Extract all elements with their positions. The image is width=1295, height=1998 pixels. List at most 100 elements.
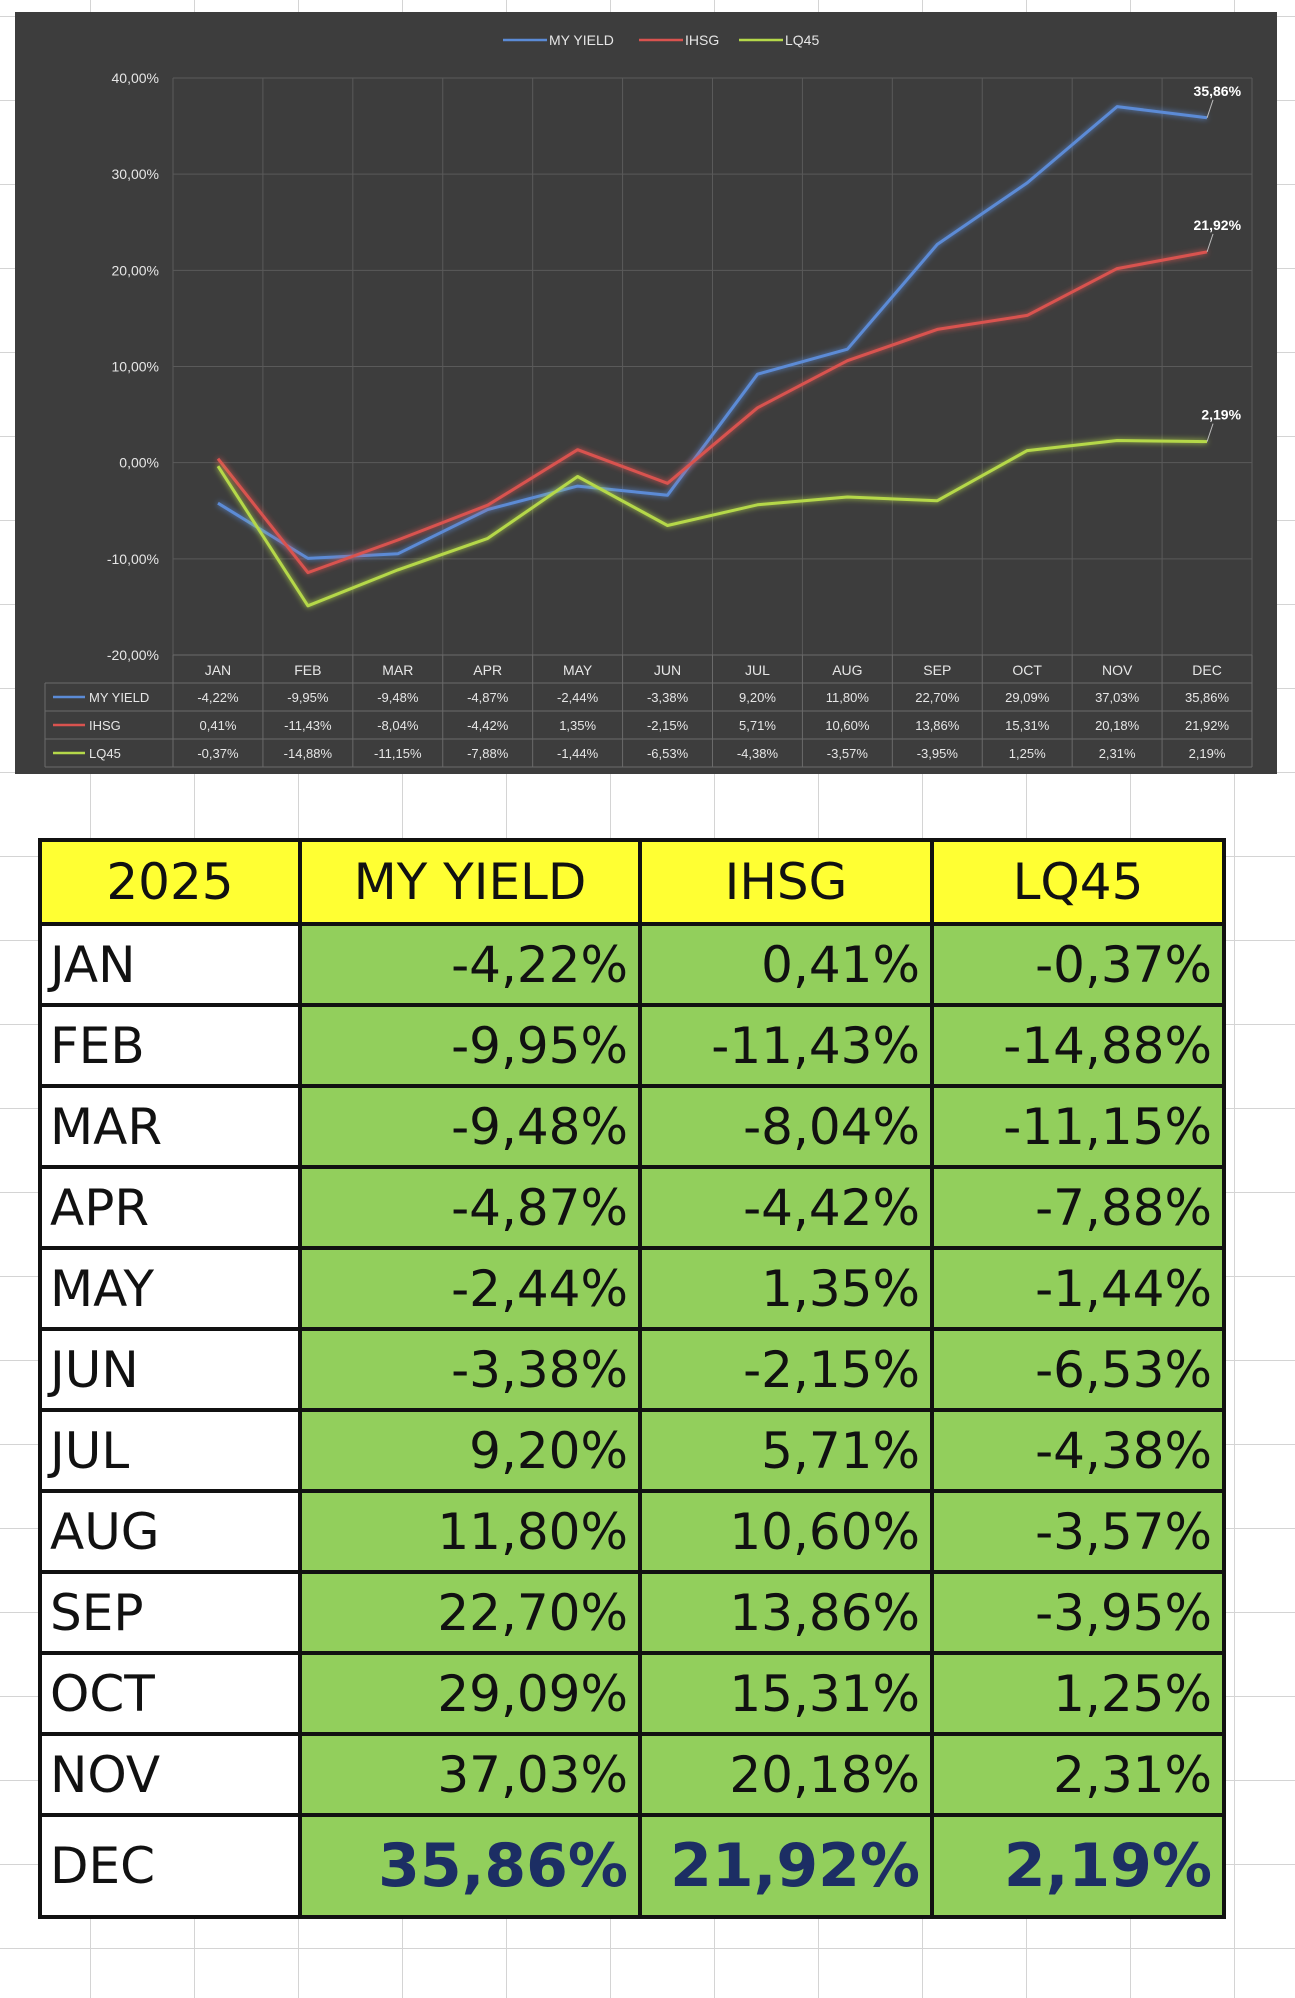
lq45-cell: -1,44% xyxy=(930,1246,1226,1331)
data-table-value: -1,44% xyxy=(557,746,599,761)
lq45-cell: 2,19% xyxy=(930,1813,1226,1919)
y-tick-label: 0,00% xyxy=(119,455,159,471)
table-row: OCT 29,09% 15,31% 1,25% xyxy=(38,1651,1226,1736)
my-yield-cell: 22,70% xyxy=(298,1570,642,1655)
data-table-value: 35,86% xyxy=(1185,690,1230,705)
data-table-value: 10,60% xyxy=(825,718,870,733)
lq45-cell: -14,88% xyxy=(930,1003,1226,1088)
my-yield-cell: -3,38% xyxy=(298,1327,642,1412)
x-tick-label: FEB xyxy=(294,662,321,678)
data-table-value: 20,18% xyxy=(1095,718,1140,733)
my-yield-cell: 35,86% xyxy=(298,1813,642,1919)
x-tick-label: MAY xyxy=(563,662,593,678)
end-data-label: 35,86% xyxy=(1194,83,1242,99)
data-table-value: 29,09% xyxy=(1005,690,1050,705)
my-yield-cell: 11,80% xyxy=(298,1489,642,1574)
y-tick-label: 20,00% xyxy=(112,262,159,278)
data-table-value: 1,35% xyxy=(559,718,596,733)
table-row: AUG 11,80% 10,60% -3,57% xyxy=(38,1489,1226,1574)
end-label-leader xyxy=(1206,99,1214,118)
data-table-value: -11,15% xyxy=(374,746,422,761)
ihsg-cell: 1,35% xyxy=(638,1246,934,1331)
end-label-leader xyxy=(1206,233,1214,253)
x-tick-label: JUL xyxy=(745,662,770,678)
ihsg-cell: -4,42% xyxy=(638,1165,934,1250)
table-row: SEP 22,70% 13,86% -3,95% xyxy=(38,1570,1226,1655)
table-row: FEB -9,95% -11,43% -14,88% xyxy=(38,1003,1226,1088)
data-table-value: 22,70% xyxy=(915,690,960,705)
yield-table-container: 2025 MY YIELD IHSG LQ45 JAN -4,22% 0,41% -0… xyxy=(38,838,1226,1919)
table-row: JUN -3,38% -2,15% -6,53% xyxy=(38,1327,1226,1412)
lq45-cell: -7,88% xyxy=(930,1165,1226,1250)
chart-canvas: 40,00% 30,00% 20,00% 10,00% 0,00% -10,00% -20,… xyxy=(44,32,1253,768)
data-table-value: 37,03% xyxy=(1095,690,1140,705)
lq45-cell: -6,53% xyxy=(930,1327,1226,1412)
x-tick-label: DEC xyxy=(1192,662,1222,678)
ihsg-cell: 21,92% xyxy=(638,1813,934,1919)
end-data-label: 21,92% xyxy=(1194,217,1242,233)
data-table-value: -2,15% xyxy=(647,718,689,733)
month-cell: DEC xyxy=(38,1813,302,1919)
ihsg-cell: 0,41% xyxy=(638,922,934,1007)
data-table-value: 0,41% xyxy=(200,718,237,733)
data-table-value: -3,95% xyxy=(917,746,959,761)
data-table-value: 5,71% xyxy=(739,718,776,733)
yield-table: 2025 MY YIELD IHSG LQ45 JAN -4,22% 0,41% -0… xyxy=(38,838,1226,1919)
data-table-value: 11,80% xyxy=(826,690,870,705)
data-table-series-name: LQ45 xyxy=(89,746,121,761)
y-tick-label: -10,00% xyxy=(107,551,159,567)
table-row: DEC 35,86% 21,92% 2,19% xyxy=(38,1813,1226,1919)
y-tick-label: 40,00% xyxy=(112,70,159,86)
table-row: NOV 37,03% 20,18% 2,31% xyxy=(38,1732,1226,1817)
ihsg-cell: -8,04% xyxy=(638,1084,934,1169)
data-table-value: -8,04% xyxy=(377,718,419,733)
data-table-value: -6,53% xyxy=(647,746,689,761)
x-tick-label: JUN xyxy=(654,662,681,678)
data-table-value: 2,19% xyxy=(1189,746,1226,761)
end-data-label: 2,19% xyxy=(1201,407,1241,423)
data-table-value: 21,92% xyxy=(1185,718,1230,733)
legend-label: MY YIELD xyxy=(549,32,614,48)
x-tick-label: AUG xyxy=(832,662,862,678)
x-tick-label: MAR xyxy=(382,662,413,678)
month-cell: SEP xyxy=(38,1570,302,1655)
my-yield-cell: -4,87% xyxy=(298,1165,642,1250)
ihsg-cell: 13,86% xyxy=(638,1570,934,1655)
x-tick-label: NOV xyxy=(1102,662,1133,678)
table-header-row: 2025 MY YIELD IHSG LQ45 xyxy=(38,838,1226,926)
lq45-cell: -0,37% xyxy=(930,922,1226,1007)
ihsg-cell: -11,43% xyxy=(638,1003,934,1088)
lq45-cell: -4,38% xyxy=(930,1408,1226,1493)
lq45-cell: -11,15% xyxy=(930,1084,1226,1169)
my-yield-cell: -4,22% xyxy=(298,922,642,1007)
month-cell: JUL xyxy=(38,1408,302,1493)
y-tick-label: 30,00% xyxy=(112,166,159,182)
my-yield-cell: -2,44% xyxy=(298,1246,642,1331)
y-tick-label: 10,00% xyxy=(112,359,159,375)
data-table-value: -4,87% xyxy=(467,690,509,705)
data-table-value: -4,38% xyxy=(737,746,779,761)
x-tick-label: APR xyxy=(473,662,502,678)
month-cell: NOV xyxy=(38,1732,302,1817)
end-label-leader xyxy=(1206,423,1214,442)
x-tick-label: SEP xyxy=(923,662,951,678)
data-table-value: -9,95% xyxy=(287,690,329,705)
legend-label: IHSG xyxy=(685,32,719,48)
ihsg-cell: 15,31% xyxy=(638,1651,934,1736)
data-table-value: 2,31% xyxy=(1099,746,1136,761)
data-table-value: -14,88% xyxy=(284,746,333,761)
table-row: JUL 9,20% 5,71% -4,38% xyxy=(38,1408,1226,1493)
lq45-cell: 1,25% xyxy=(930,1651,1226,1736)
ihsg-header: IHSG xyxy=(638,838,934,926)
line-chart: 40,00% 30,00% 20,00% 10,00% 0,00% -10,00% -20,… xyxy=(15,12,1277,774)
ihsg-cell: 10,60% xyxy=(638,1489,934,1574)
month-cell: FEB xyxy=(38,1003,302,1088)
data-table-value: -2,44% xyxy=(557,690,599,705)
data-table-value: 1,25% xyxy=(1009,746,1046,761)
year-header: 2025 xyxy=(38,838,302,926)
month-cell: JAN xyxy=(38,922,302,1007)
table-row: APR -4,87% -4,42% -7,88% xyxy=(38,1165,1226,1250)
x-tick-label: JAN xyxy=(205,662,231,678)
month-cell: MAY xyxy=(38,1246,302,1331)
month-cell: MAR xyxy=(38,1084,302,1169)
